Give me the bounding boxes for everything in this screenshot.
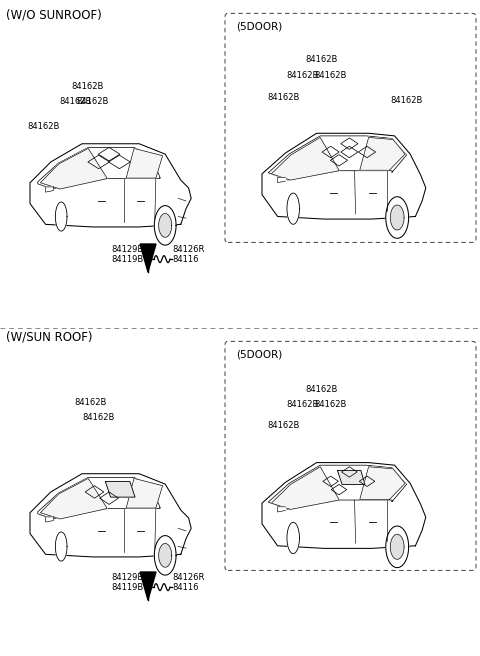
Text: 84162B: 84162B [286,71,318,80]
FancyBboxPatch shape [225,341,476,571]
Text: 84162B: 84162B [76,97,108,106]
Text: 84162B: 84162B [74,398,107,407]
Text: 84119B: 84119B [111,583,143,592]
Text: 84162B: 84162B [82,413,114,422]
Polygon shape [55,202,67,231]
Text: 84126R: 84126R [172,573,204,582]
Text: 84126R: 84126R [172,245,204,254]
Polygon shape [262,462,426,548]
Text: 84162B: 84162B [59,97,91,106]
Text: (W/O SUNROOF): (W/O SUNROOF) [6,8,102,21]
Polygon shape [38,148,160,189]
Polygon shape [268,465,407,510]
Polygon shape [159,214,172,237]
Polygon shape [386,526,408,567]
Polygon shape [360,138,405,170]
Text: 84162B: 84162B [305,55,337,64]
Polygon shape [106,482,135,497]
Polygon shape [271,467,339,510]
Polygon shape [40,148,107,189]
Text: 84129E: 84129E [111,245,143,254]
Polygon shape [30,144,191,227]
Polygon shape [30,474,191,557]
Text: 84162B: 84162B [267,420,300,430]
Text: 84119B: 84119B [111,255,143,264]
Polygon shape [40,478,107,519]
FancyBboxPatch shape [225,13,476,243]
Polygon shape [38,478,160,519]
Text: 84162B: 84162B [71,81,103,91]
Text: 84129E: 84129E [111,573,143,582]
Polygon shape [287,193,300,224]
Text: 84162B: 84162B [314,400,347,409]
Polygon shape [390,205,404,230]
Polygon shape [287,522,300,554]
Polygon shape [126,478,163,508]
Polygon shape [46,517,53,522]
Text: 84162B: 84162B [305,384,337,394]
Polygon shape [337,470,365,484]
Polygon shape [360,467,405,499]
Text: 84162B: 84162B [286,400,318,409]
Text: 84162B: 84162B [27,122,60,131]
Text: 84116: 84116 [172,255,199,264]
Text: 84116: 84116 [172,583,199,592]
Text: (W/SUN ROOF): (W/SUN ROOF) [6,331,93,344]
Polygon shape [277,178,286,182]
Polygon shape [55,532,67,561]
Polygon shape [262,133,426,219]
Text: 84162B: 84162B [267,92,300,102]
Polygon shape [140,572,156,600]
Polygon shape [159,544,172,567]
Polygon shape [390,535,404,560]
Text: 84162B: 84162B [314,71,347,80]
Polygon shape [277,507,286,512]
Polygon shape [140,244,156,272]
Text: (5DOOR): (5DOOR) [236,350,282,359]
Polygon shape [155,205,176,245]
Text: (5DOOR): (5DOOR) [236,22,282,31]
Text: 84162B: 84162B [390,96,422,105]
Polygon shape [386,197,408,238]
Polygon shape [268,136,407,180]
Polygon shape [271,138,339,180]
Polygon shape [155,535,176,575]
Polygon shape [46,187,53,192]
Polygon shape [126,148,163,178]
